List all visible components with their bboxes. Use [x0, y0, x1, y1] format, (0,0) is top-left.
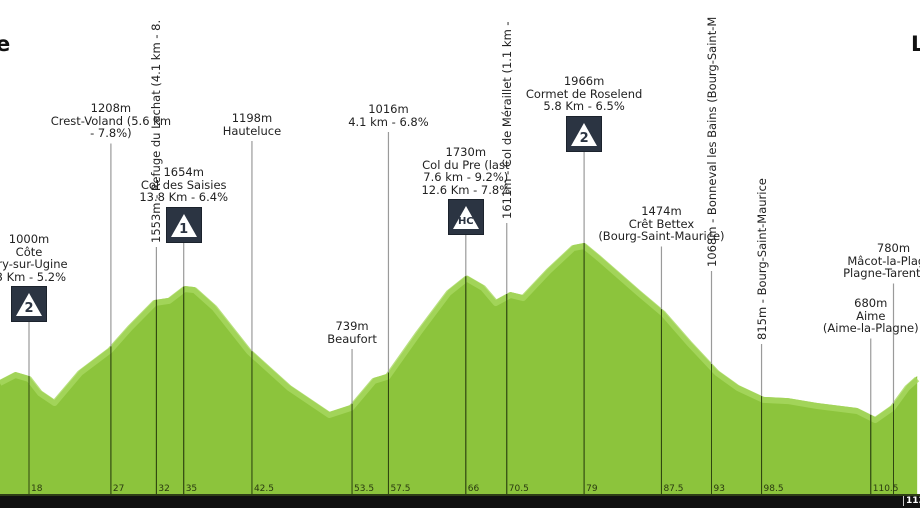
altitude-text: 1654m — [163, 165, 204, 179]
altitude-text: 1016m — [368, 102, 409, 116]
start-town-title: e — [0, 32, 11, 56]
point-label-line: 7.6 km - 9.2%) — [423, 170, 509, 184]
climb-vertical-label: 1068m - Bonneval les Bains (Bourg-Saint-… — [704, 16, 719, 267]
point-label: 1966m Cormet de Roselend 5.8 Km - 6.5% — [499, 75, 669, 113]
point-label-line: Col du Pre (last — [422, 157, 510, 172]
elevation-highlight — [0, 243, 920, 424]
climb-category-text: 1 — [179, 221, 189, 237]
finish-town-title: L — [911, 32, 920, 56]
elevation-area — [0, 243, 918, 494]
climb-category-badge: 2 — [567, 116, 602, 151]
mountain-icon — [452, 206, 479, 229]
km-tick-label: 70.5 — [508, 484, 529, 494]
altitude-text: 780m — [876, 241, 911, 255]
point-label-line: Cormet de Roselend — [525, 86, 643, 101]
point-label-line: Hauteluce — [222, 123, 282, 138]
km-tick-label: 79 — [586, 484, 598, 494]
km-tick-label: 35 — [185, 484, 198, 494]
km-axis-bar — [0, 494, 920, 508]
point-label-line: Plagne-Tarentaise — [843, 266, 920, 280]
altitude-text: 1966m — [563, 74, 605, 88]
climb-vertical-label: 815m - Bourg-Saint-Maurice — [754, 178, 769, 340]
point-label-line: .3 Km - 5.2% — [0, 269, 67, 284]
mountain-icon — [170, 213, 197, 237]
km-tick-label: 32 — [158, 484, 170, 494]
point-label: 1198m Hauteluce — [167, 112, 337, 137]
point-label-line: Aime — [856, 308, 886, 323]
km-tick-label: 18 — [31, 484, 43, 494]
km-tick-label: 110.5 — [872, 484, 899, 494]
climb-vertical-label: 1553m - Refuge du Lachat (4.1 km - 8. — [149, 19, 164, 243]
altitude-text: 680m — [854, 296, 888, 310]
altitude-text: 1198m — [231, 111, 273, 125]
point-label: 1474m Crêt Bettex (Bourg-Saint-Maurice) — [576, 205, 746, 243]
point-label-line: Beaufort — [327, 331, 377, 346]
climb-category-badge: 2 — [12, 287, 46, 321]
altitude-text: 739m — [335, 319, 369, 333]
km-tick-label: 87.5 — [663, 484, 684, 494]
climb-category-text: 2 — [579, 130, 589, 146]
km-tick-label: 27 — [112, 484, 125, 494]
point-label-line: 5.8 Km - 6.5% — [543, 99, 625, 113]
point-label: 680m Aime (Aime-la-Plagne) — [786, 297, 920, 335]
altitude-text: 1000m — [8, 232, 50, 246]
point-label-line: - 7.8%) — [90, 126, 132, 140]
mountain-icon — [16, 293, 42, 316]
mountain-icon — [571, 122, 598, 146]
km-tick-label: 93 — [713, 484, 725, 494]
point-label-line: Crest-Voland (5.6 km — [50, 113, 172, 128]
km-tick-label: 53.5 — [354, 484, 375, 494]
climb-category-text: 2 — [24, 301, 34, 316]
point-label-line: 4.1 km - 6.8% — [348, 114, 429, 129]
km-tick-label: 42.5 — [253, 484, 274, 494]
km-tick-label: 57.5 — [390, 484, 411, 494]
point-label-line: 12.6 Km - 7.8% — [421, 182, 511, 197]
altitude-text: 1730m — [445, 145, 487, 159]
point-label: 1730m Col du Pre (last 7.6 km - 9.2%) 12.6 … — [381, 146, 551, 196]
point-label: 1208m Crest-Voland (5.6 km - 7.8%) — [26, 102, 196, 140]
km-tick-label: 98.5 — [763, 484, 784, 494]
climb-category-text: HC — [457, 216, 474, 227]
climb-category-badge: 1 — [166, 207, 201, 242]
point-label: 739m Beaufort — [267, 320, 437, 345]
altitude-text: 1208m — [90, 101, 132, 115]
point-label-line: Crêt Bettex — [628, 216, 695, 231]
climb-category-badge: HC — [448, 200, 483, 234]
point-label-line: éry-sur-Ugine — [0, 257, 68, 271]
altitude-text: 1474m — [641, 204, 682, 218]
point-label: 1000mCôteéry-sur-Ugine.3 Km - 5.2% — [0, 233, 114, 283]
point-label: 1654m Col des Saisies 13.8 Km - 6.4% — [99, 166, 269, 204]
point-label: 1016m 4.1 km - 6.8% — [303, 103, 473, 128]
point-label-line: (Aime-la-Plagne) — [822, 321, 919, 335]
point-label-line: Côte — [15, 244, 43, 259]
point-label-line: Col des Saisies — [140, 177, 227, 192]
point-label-line: (Bourg-Saint-Maurice) — [598, 229, 725, 243]
point-label-line: 13.8 Km - 6.4% — [139, 190, 229, 204]
point-label-line: Mâcot-la-Plagne — [847, 253, 920, 268]
finish-km-label: 113 — [903, 496, 920, 506]
climb-vertical-label: 1611m - Col de Méraillet (1.1 km - — [499, 21, 514, 219]
km-tick-label: 66 — [467, 484, 480, 494]
